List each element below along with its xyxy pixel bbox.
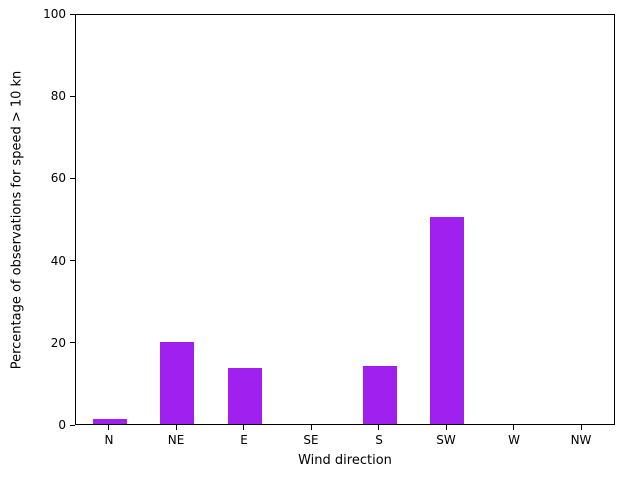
- y-tick: [70, 96, 75, 97]
- y-tick: [70, 425, 75, 426]
- x-tick-label-E: E: [240, 433, 248, 447]
- y-tick-label: 100: [43, 7, 66, 21]
- x-tick-label-S: S: [375, 433, 383, 447]
- y-tick-label: 20: [50, 336, 66, 350]
- bar-SW: [430, 217, 464, 424]
- bar-NE: [160, 342, 194, 424]
- bar-S: [363, 366, 397, 424]
- y-tick: [70, 342, 75, 343]
- y-tick: [70, 14, 75, 15]
- x-tick-label-N: N: [104, 433, 114, 447]
- x-tick-label-NW: NW: [570, 433, 592, 447]
- x-tick: [513, 425, 514, 430]
- x-tick-label-W: W: [508, 433, 520, 447]
- y-tick: [70, 260, 75, 261]
- y-tick-label: 40: [50, 254, 66, 268]
- x-tick: [176, 425, 177, 430]
- x-tick: [243, 425, 244, 430]
- bar-N: [93, 419, 127, 424]
- y-tick-label: 0: [58, 418, 66, 432]
- x-tick: [378, 425, 379, 430]
- x-tick: [108, 425, 109, 430]
- x-tick: [446, 425, 447, 430]
- y-tick-label: 80: [50, 89, 66, 103]
- x-tick-label-NE: NE: [167, 433, 185, 447]
- x-tick-label-SE: SE: [303, 433, 319, 447]
- y-axis-label: Percentage of observations for speed > 1…: [9, 70, 25, 370]
- x-tick: [581, 425, 582, 430]
- y-tick-label: 60: [50, 171, 66, 185]
- x-tick: [311, 425, 312, 430]
- y-tick: [70, 178, 75, 179]
- x-axis-label: Wind direction: [298, 453, 392, 468]
- x-tick-label-SW: SW: [436, 433, 456, 447]
- plot-area: [75, 14, 615, 425]
- bar-E: [228, 368, 262, 424]
